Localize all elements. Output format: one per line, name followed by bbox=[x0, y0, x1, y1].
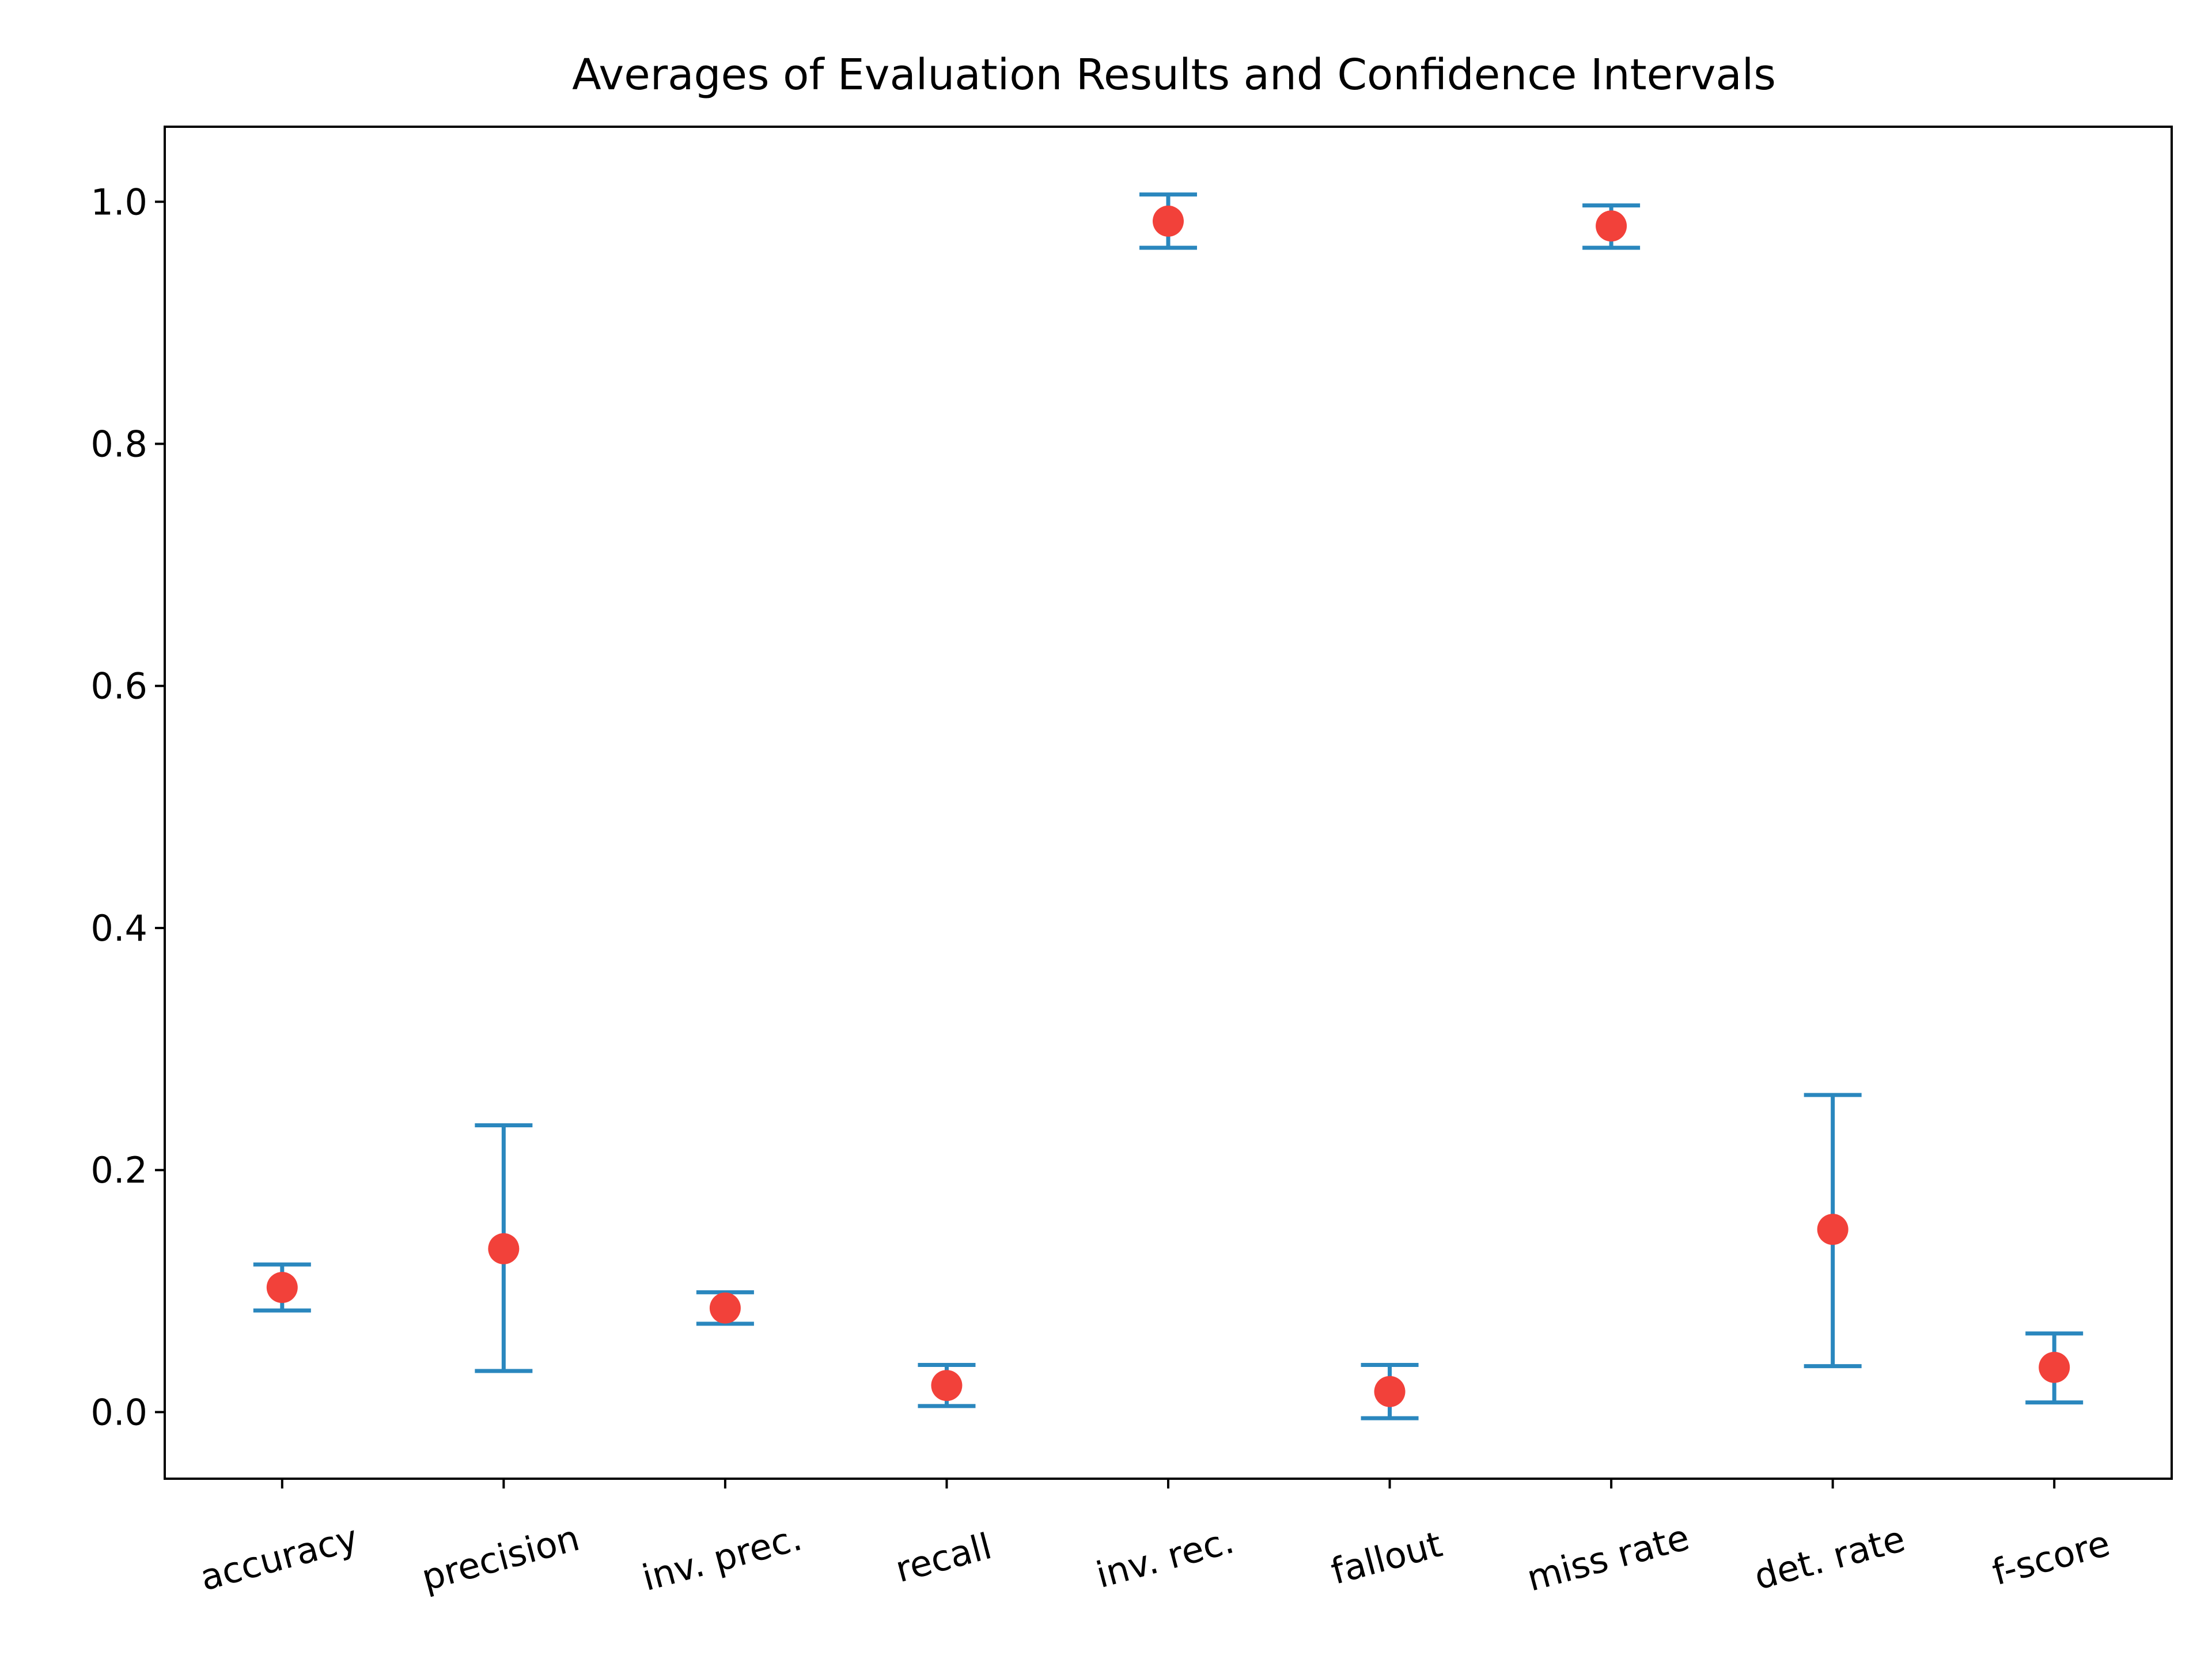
mean-point bbox=[1596, 210, 1627, 242]
y-tick-label: 0.6 bbox=[90, 665, 147, 707]
mean-point bbox=[2039, 1351, 2070, 1383]
axes-frame bbox=[164, 126, 2173, 1480]
y-tick-label: 0.2 bbox=[90, 1149, 147, 1191]
y-tick-label: 0.8 bbox=[90, 423, 147, 465]
mean-point bbox=[266, 1272, 298, 1304]
mean-point bbox=[1817, 1214, 1849, 1245]
y-tick-label: 1.0 bbox=[90, 181, 147, 223]
y-tick-label: 0.0 bbox=[90, 1391, 147, 1433]
y-tick-label: 0.4 bbox=[90, 907, 147, 949]
mean-point bbox=[488, 1233, 520, 1264]
mean-point bbox=[709, 1292, 741, 1324]
mean-point bbox=[1153, 205, 1184, 237]
mean-point bbox=[931, 1370, 963, 1402]
mean-point bbox=[1374, 1376, 1406, 1407]
chart-title: Averages of Evaluation Results and Confi… bbox=[572, 50, 1776, 100]
